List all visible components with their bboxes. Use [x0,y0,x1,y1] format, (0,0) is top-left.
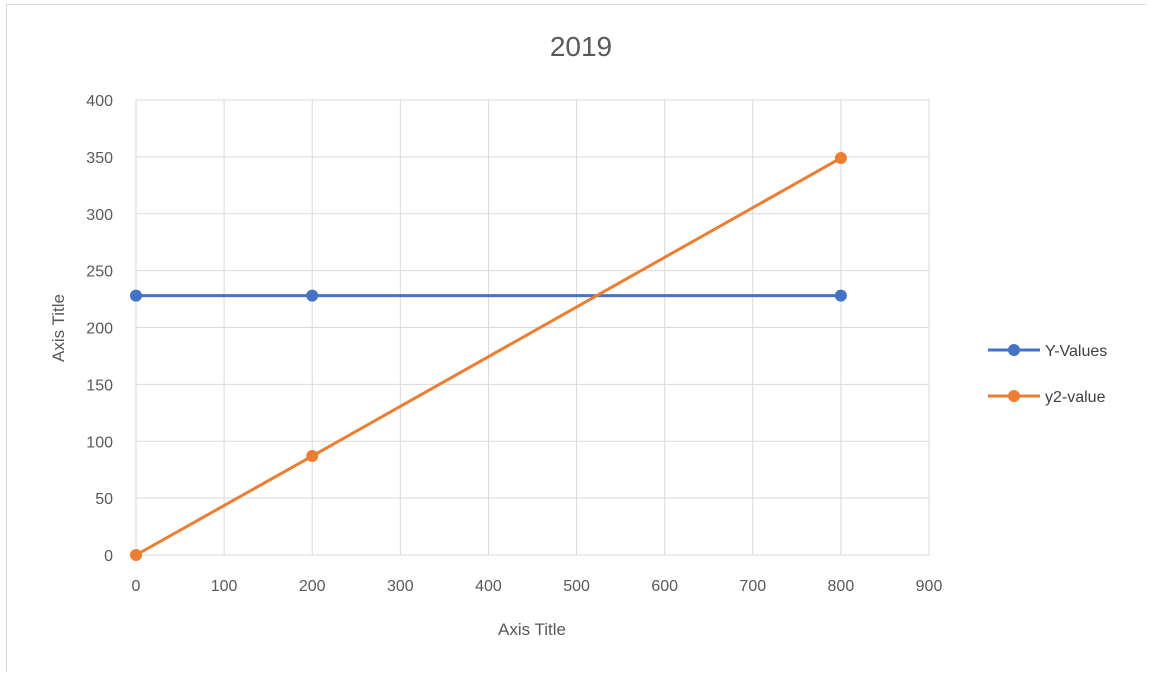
x-tick-label: 500 [563,578,590,595]
y-tick-label: 50 [95,491,113,508]
y-tick-label: 250 [86,264,113,281]
plot-area [135,99,930,556]
y-tick-label: 100 [86,434,113,451]
data-point [130,289,142,302]
legend-swatch-marker [1008,344,1020,356]
x-tick-label: 600 [651,578,678,595]
x-tick-label: 700 [739,578,766,595]
x-tick-label: 100 [211,578,238,595]
legend-item: Y-Values [988,343,1107,360]
x-tick-label: 0 [132,578,141,595]
y-axis-ticks: 0 50 100 150 200 250 300 350 400 [86,93,113,565]
chart-title: 2019 [550,31,612,62]
y-tick-label: 400 [86,93,113,110]
x-axis-ticks: 0 100 200 300 400 500 600 700 800 900 [132,578,943,595]
y-tick-label: 150 [86,377,113,394]
data-point [834,289,847,302]
data-point [306,289,319,302]
series-2 [130,152,847,561]
legend-label: Y-Values [1045,343,1107,360]
series-1 [130,289,847,302]
x-axis-title: Axis Title [498,620,566,639]
x-tick-label: 300 [387,578,414,595]
y-tick-label: 300 [86,207,113,224]
legend-label: y2-value [1045,389,1106,406]
x-tick-label: 800 [828,578,855,595]
y-tick-label: 0 [104,548,113,565]
legend-swatch-marker [1008,390,1020,402]
data-point [834,152,847,165]
data-point [130,549,142,561]
data-point [306,450,319,463]
x-tick-label: 400 [475,578,502,595]
legend: Y-Values y2-value [988,343,1107,406]
y-tick-label: 200 [86,321,113,338]
y-tick-label: 350 [86,150,113,167]
x-tick-label: 200 [299,578,326,595]
chart-frame [6,4,1146,672]
series-layer [130,152,847,561]
legend-item: y2-value [988,389,1106,406]
x-tick-label: 900 [916,578,943,595]
y-axis-title: Axis Title [49,294,68,362]
